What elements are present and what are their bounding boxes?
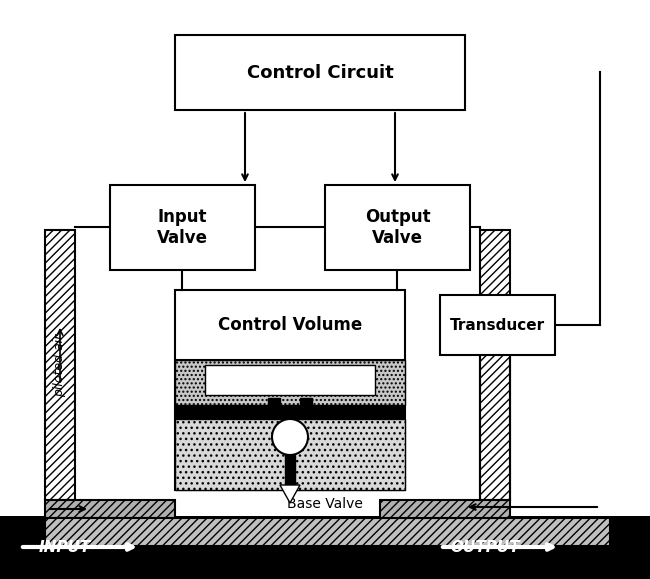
- Text: Base Valve: Base Valve: [287, 497, 363, 511]
- Bar: [175, 360, 405, 405]
- Circle shape: [272, 419, 308, 455]
- Bar: [480, 230, 510, 500]
- Bar: [285, 455, 295, 485]
- Text: Input
Valve: Input Valve: [157, 208, 208, 247]
- Bar: [380, 500, 510, 518]
- Bar: [110, 185, 255, 270]
- Text: Control Circuit: Control Circuit: [246, 64, 393, 82]
- Bar: [175, 35, 465, 110]
- Bar: [45, 500, 175, 518]
- Bar: [45, 518, 610, 546]
- Text: Output
Valve: Output Valve: [365, 208, 430, 247]
- Bar: [175, 290, 405, 360]
- Bar: [175, 413, 405, 419]
- Bar: [300, 398, 312, 418]
- Text: piloted air: piloted air: [53, 334, 66, 397]
- Text: Control Volume: Control Volume: [218, 316, 362, 334]
- Polygon shape: [280, 485, 300, 503]
- Bar: [325, 185, 470, 270]
- Bar: [0, 516, 650, 579]
- Bar: [268, 398, 280, 418]
- Bar: [45, 230, 75, 500]
- Bar: [175, 405, 405, 413]
- Bar: [175, 419, 405, 490]
- Bar: [205, 365, 375, 395]
- Text: INPUT: INPUT: [39, 540, 91, 555]
- Bar: [175, 360, 405, 490]
- Text: Transducer: Transducer: [450, 317, 545, 332]
- Text: OUTPUT: OUTPUT: [450, 540, 520, 555]
- Bar: [440, 295, 555, 355]
